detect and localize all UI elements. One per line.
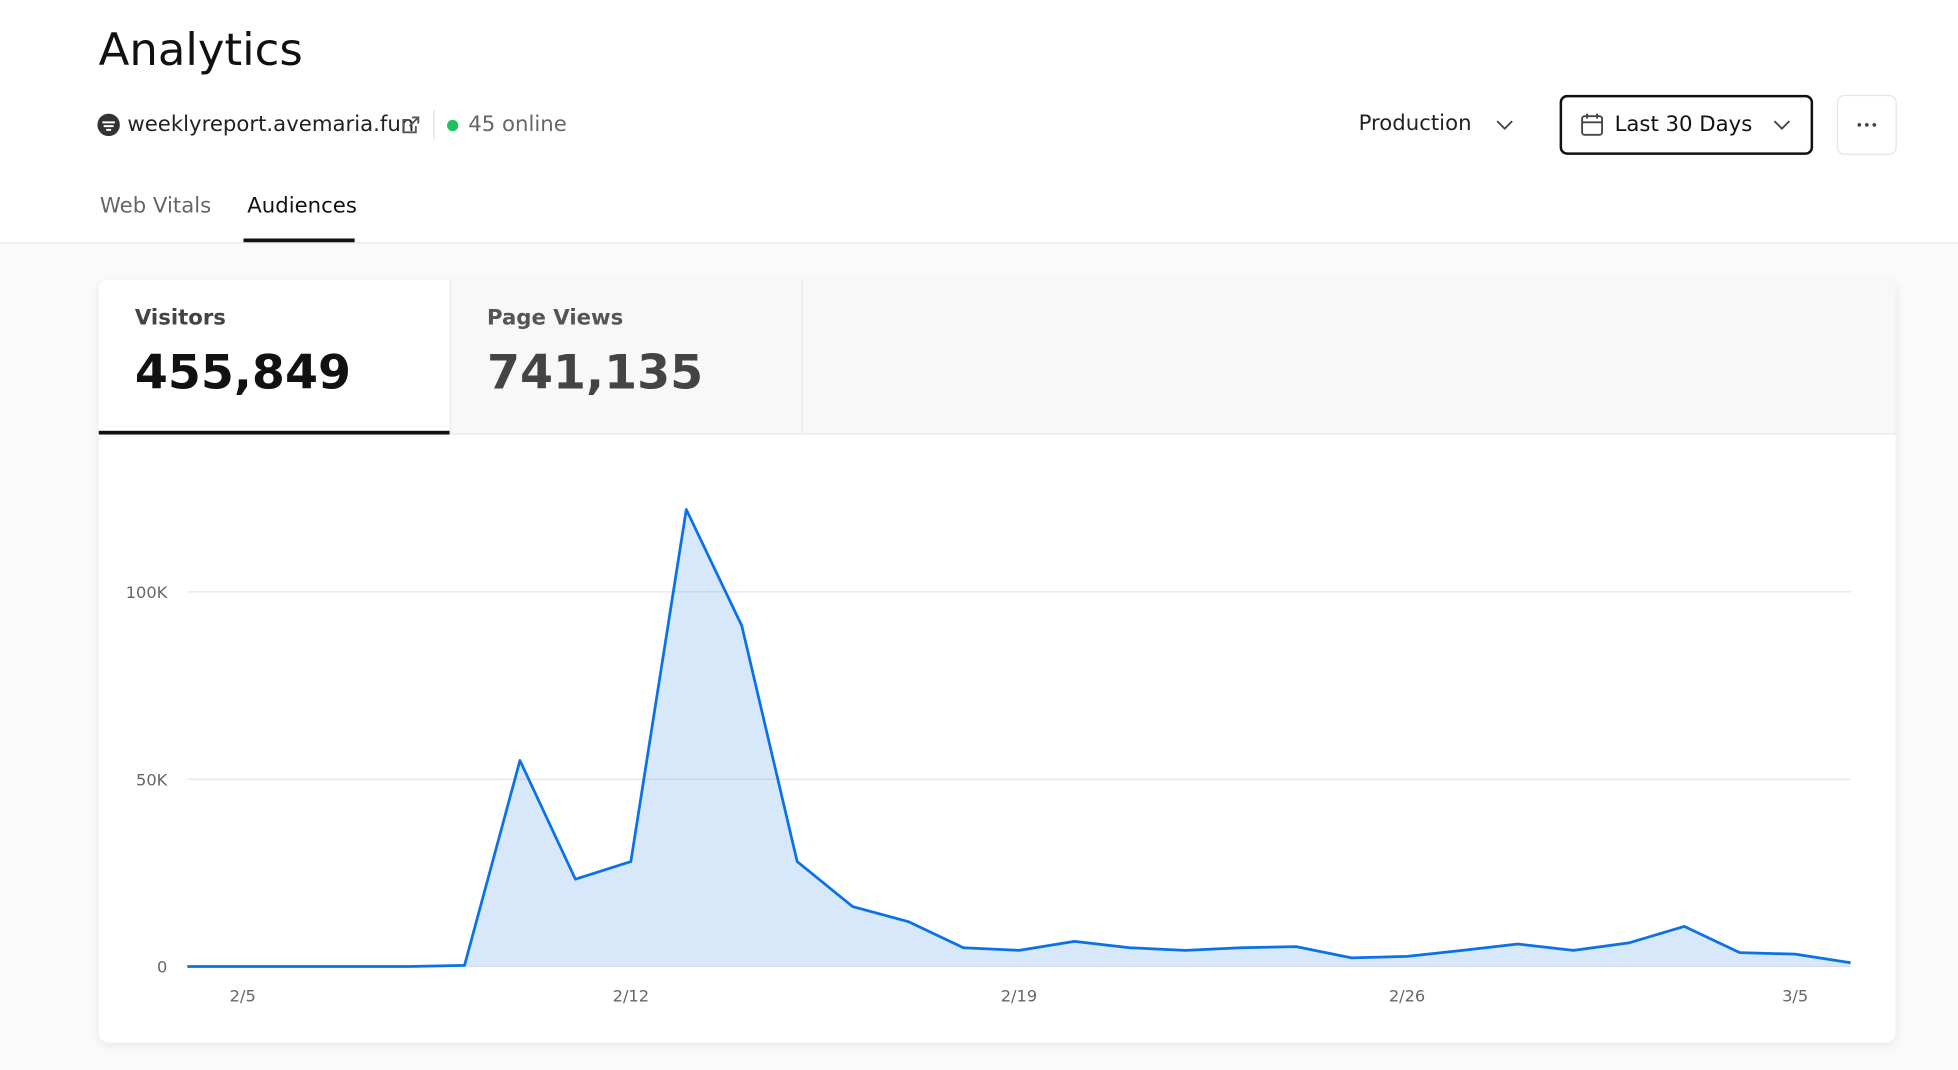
site-link[interactable]: weeklyreport.avemaria.fun	[127, 112, 415, 138]
tab-underline	[243, 238, 355, 243]
dots-icon	[1857, 122, 1877, 127]
chart: 0 50K 100K 2/5 2/12 2/19 2/26 3/5	[126, 508, 1851, 1005]
x-tick-label: 2/12	[613, 986, 649, 1005]
x-tick-label: 2/26	[1389, 986, 1425, 1005]
chevron	[1773, 120, 1791, 130]
environment-select[interactable]: Production	[1358, 111, 1472, 137]
header: Analytics weeklyreport.avemaria.fun 45 o…	[0, 0, 1958, 244]
y-tick-label: 50K	[136, 770, 168, 789]
page-title: Analytics	[98, 24, 303, 77]
x-tick-label: 2/5	[230, 986, 256, 1005]
range-button[interactable]: Last 30 Days	[1559, 94, 1814, 155]
tab-active[interactable]: Audiences	[247, 193, 357, 219]
area-line	[187, 508, 1851, 968]
metric-label: Visitors	[134, 305, 226, 331]
calendar-icon	[1581, 113, 1604, 136]
site-icon	[97, 113, 120, 137]
external-icon[interactable]	[401, 115, 421, 135]
y-tick-label: 0	[157, 958, 167, 977]
area-fill	[187, 509, 1851, 967]
x-tick-label: 2/19	[1001, 986, 1037, 1005]
divider	[433, 109, 435, 140]
range-label: Last 30 Days	[1614, 112, 1753, 138]
tab[interactable]: Web Vitals	[99, 193, 212, 219]
metric-tab[interactable]: Page Views 741,135	[449, 279, 803, 434]
metric-value: 741,135	[486, 344, 704, 400]
chevron[interactable]	[1495, 115, 1515, 135]
online-count: 45 online	[468, 112, 567, 138]
y-tick-label: 100K	[126, 583, 168, 602]
card: Visitors 455,849 Page Views 741,135 0 50K…	[98, 279, 1896, 1043]
metric-label: Page Views	[486, 305, 624, 331]
more-button[interactable]	[1836, 94, 1897, 155]
x-tick-label: 3/5	[1782, 986, 1808, 1005]
metric-tab-active[interactable]: Visitors 455,849	[98, 279, 450, 435]
online-dot	[447, 119, 459, 132]
metric-value: 455,849	[134, 344, 351, 400]
